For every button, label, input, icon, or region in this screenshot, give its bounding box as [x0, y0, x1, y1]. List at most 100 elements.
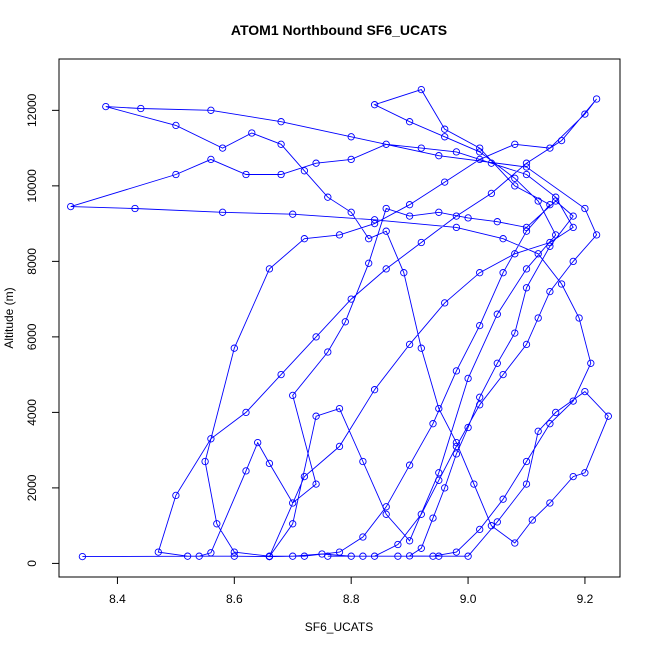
data-point: [300, 472, 309, 481]
data-point: [207, 155, 215, 164]
data-point: [441, 125, 449, 133]
data-point: [487, 189, 496, 198]
data-point: [487, 522, 496, 530]
data-point: [289, 391, 297, 400]
data-point: [441, 133, 449, 141]
y-tick-label: 6000: [25, 323, 39, 350]
data-point: [312, 159, 320, 167]
data-point: [522, 163, 531, 171]
data-point: [382, 227, 390, 235]
data-point: [218, 208, 227, 216]
data-point: [464, 214, 472, 222]
data-point: [435, 152, 443, 160]
data-point: [359, 457, 367, 466]
data-point: [312, 480, 320, 488]
data-point: [522, 223, 531, 232]
data-point: [405, 118, 414, 126]
data-point: [429, 552, 437, 560]
data-point: [405, 552, 414, 560]
data-point: [335, 404, 344, 413]
data-point: [522, 284, 531, 292]
data-point: [581, 110, 589, 118]
data-point: [417, 544, 425, 552]
data-point: [365, 235, 373, 243]
data-point: [581, 469, 589, 477]
data-point: [511, 250, 519, 258]
data-point: [476, 155, 484, 164]
data-point: [289, 520, 297, 528]
data-point: [382, 204, 390, 213]
data-point: [312, 333, 320, 341]
data-point: [230, 344, 238, 352]
data-point: [347, 133, 355, 141]
data-point: [464, 423, 472, 432]
data-point: [452, 450, 461, 458]
data-point: [557, 136, 566, 145]
x-axis: 8.4 8.6 8.8 9.0 9.2: [109, 576, 594, 606]
data-point: [248, 129, 256, 137]
data-point: [405, 537, 414, 545]
data-point: [335, 231, 344, 239]
data-point: [370, 216, 379, 224]
data-point: [569, 397, 577, 405]
data-point: [102, 102, 110, 111]
data-point: [569, 223, 577, 232]
data-point: [493, 310, 501, 318]
y-tick-label: 12000: [25, 93, 39, 127]
x-tick-label: 8.4: [109, 592, 126, 606]
y-tick-label: 2000: [25, 474, 39, 501]
y-axis-label: Altitude (m): [2, 287, 16, 348]
data-point: [218, 144, 227, 152]
data-point: [552, 193, 560, 201]
data-point: [207, 549, 215, 557]
data-point: [365, 259, 373, 267]
data-point: [277, 170, 285, 179]
data-point: [417, 510, 425, 518]
data-point: [493, 218, 501, 226]
chart-title: ATOM1 Northbound SF6_UCATS: [231, 22, 447, 38]
data-point: [335, 442, 344, 451]
data-point: [511, 539, 519, 547]
y-tick-label: 10000: [25, 169, 39, 203]
data-point: [557, 280, 566, 288]
data-point: [476, 321, 484, 330]
x-tick-label: 9.2: [577, 592, 594, 606]
data-point: [464, 374, 472, 383]
data-point: [359, 552, 367, 560]
data-point: [359, 533, 367, 541]
data-point: [522, 227, 531, 235]
data-point: [78, 552, 87, 561]
data-point: [592, 231, 601, 239]
data-point: [476, 148, 484, 156]
data-point: [400, 269, 408, 277]
data-point: [213, 520, 221, 528]
data-point: [242, 170, 250, 179]
data-point: [522, 265, 531, 273]
data-point: [452, 212, 461, 220]
data-point: [487, 159, 496, 167]
data-point: [522, 159, 531, 167]
data-point: [581, 387, 589, 396]
data-point: [347, 295, 355, 303]
data-point: [254, 438, 262, 447]
data-point: [528, 516, 536, 524]
data-point: [370, 101, 379, 109]
data-point: [534, 197, 542, 205]
data-point: [172, 121, 180, 130]
data-point: [499, 370, 507, 379]
data-point: [277, 370, 285, 379]
data-point: [534, 250, 542, 258]
data-point: [587, 359, 595, 367]
data-point: [300, 167, 309, 175]
data-point: [417, 144, 425, 152]
data-point: [289, 552, 297, 560]
data-point: [183, 552, 192, 560]
data-point: [300, 552, 309, 560]
data-point: [67, 202, 75, 211]
x-axis-label: SF6_UCATS: [305, 620, 373, 634]
data-point: [476, 525, 484, 534]
data-point: [265, 552, 274, 561]
data-point: [289, 499, 297, 507]
data-point: [511, 174, 519, 182]
